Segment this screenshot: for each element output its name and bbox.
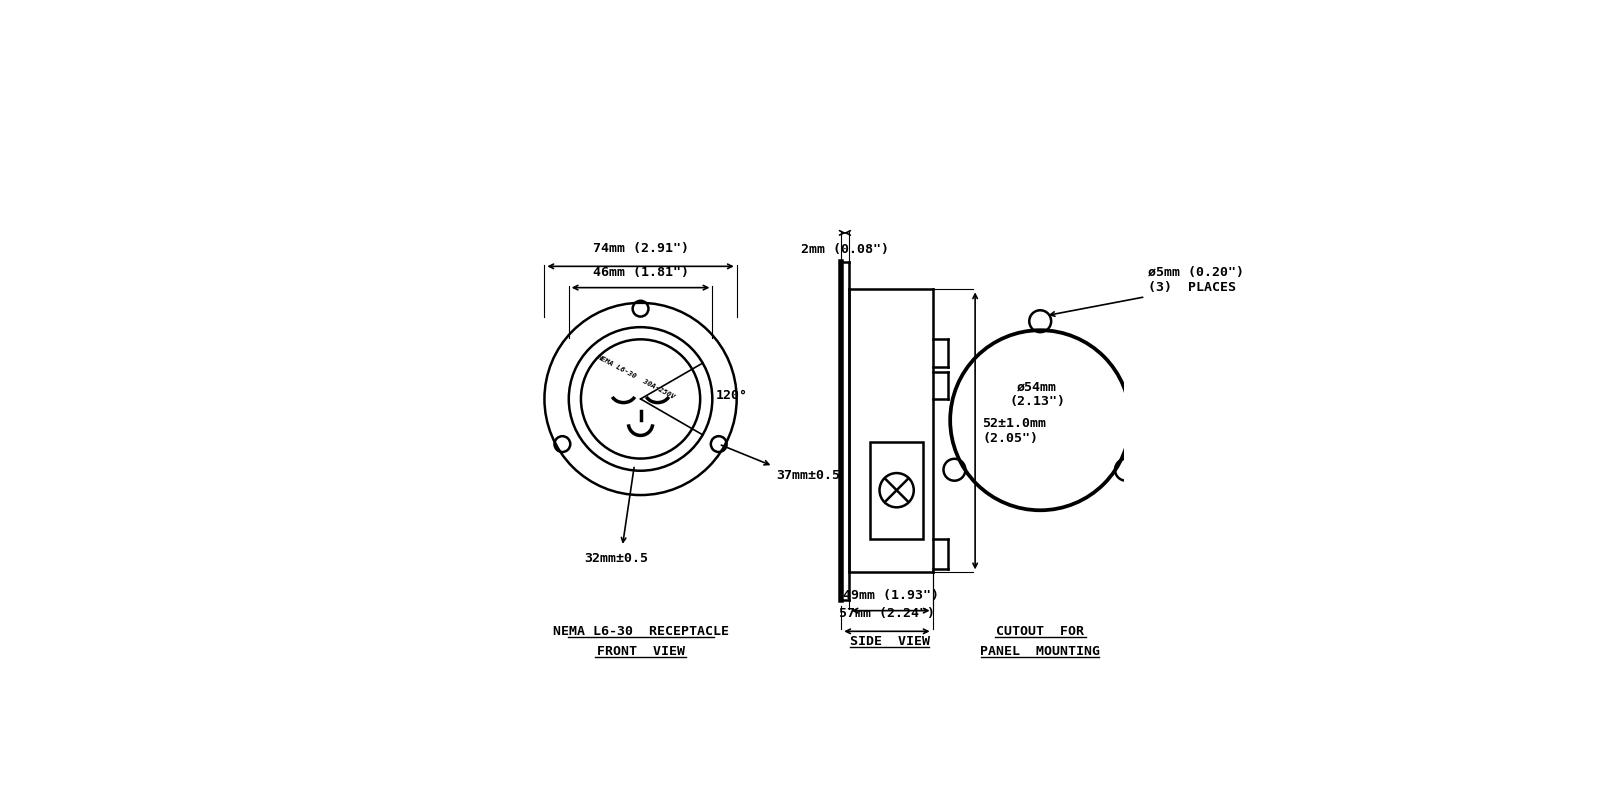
Text: FRONT  VIEW: FRONT VIEW: [597, 645, 685, 658]
Text: PANEL  MOUNTING: PANEL MOUNTING: [981, 645, 1101, 658]
Text: 46mm (1.81"): 46mm (1.81"): [592, 265, 688, 279]
Text: ø54mm
(2.13"): ø54mm (2.13"): [1010, 380, 1066, 408]
Bar: [870, 442, 923, 539]
Text: 32mm±0.5: 32mm±0.5: [584, 551, 648, 565]
Text: ø5mm (0.20")
(3)  PLACES: ø5mm (0.20") (3) PLACES: [1149, 265, 1245, 294]
Text: SIDE  VIEW: SIDE VIEW: [850, 635, 930, 648]
Text: 49mm (1.93"): 49mm (1.93"): [843, 589, 939, 601]
Text: 2mm (0.08"): 2mm (0.08"): [802, 243, 890, 256]
Text: NEMA L6-30  30A-250V: NEMA L6-30 30A-250V: [595, 354, 675, 401]
Text: 120°: 120°: [715, 389, 747, 402]
Text: CUTOUT  FOR: CUTOUT FOR: [997, 626, 1085, 638]
Text: 37mm±0.5: 37mm±0.5: [776, 469, 840, 482]
Text: 74mm (2.91"): 74mm (2.91"): [592, 243, 688, 255]
Text: 57mm (2.24"): 57mm (2.24"): [838, 608, 934, 620]
Text: 52±1.0mm
(2.05"): 52±1.0mm (2.05"): [982, 417, 1046, 445]
Text: NEMA L6-30  RECEPTACLE: NEMA L6-30 RECEPTACLE: [552, 626, 728, 638]
